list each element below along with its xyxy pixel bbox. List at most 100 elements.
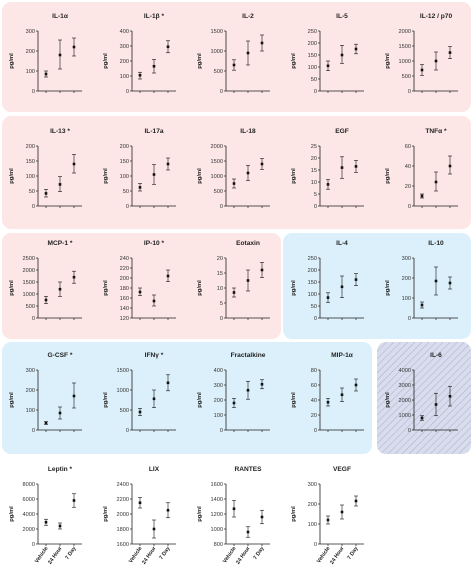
data-point — [354, 499, 358, 503]
panel-title: IL-4 — [336, 240, 348, 247]
data-point — [44, 298, 48, 302]
chart-panel: IL-4 pg/ml 0 50 100 150 200 250 — [291, 240, 364, 322]
y-axis-label: pg/ml — [291, 392, 297, 408]
y-tick-label: 140 — [120, 306, 129, 312]
data-point — [246, 530, 250, 534]
y-tick-label: 0 — [314, 428, 317, 434]
y-tick-label: 1800 — [117, 527, 129, 533]
chart-panel: IFNγ * pg/ml 0 500 1000 1500 — [103, 352, 176, 434]
data-point — [152, 64, 156, 68]
y-axis-label: pg/ml — [103, 168, 109, 184]
x-tick-label: 24 Hour — [141, 545, 158, 566]
chart-panel: TNFα * pg/ml 0 20 40 60 — [385, 128, 458, 210]
y-axis-label: pg/ml — [103, 53, 109, 69]
data-point — [58, 53, 62, 57]
data-point — [434, 59, 438, 63]
panel-title: IL-1α — [52, 13, 68, 20]
panel-title: IL-5 — [336, 13, 348, 20]
y-axis-label: pg/ml — [385, 280, 391, 296]
data-point — [260, 268, 264, 272]
data-point — [72, 275, 76, 279]
y-tick-label: 500 — [214, 189, 223, 195]
data-point — [44, 421, 48, 425]
y-axis-label: pg/ml — [385, 168, 391, 184]
y-axis-label: pg/ml — [385, 392, 391, 408]
y-tick-label: 500 — [214, 69, 223, 75]
data-point — [58, 411, 62, 415]
data-point — [260, 162, 264, 166]
y-axis-label: pg/ml — [291, 168, 297, 184]
panel-title: LIX — [149, 466, 160, 473]
y-tick-label: 2500 — [23, 256, 35, 262]
data-point — [232, 63, 236, 67]
data-point — [166, 274, 170, 278]
y-tick-label: 5 — [220, 301, 223, 307]
y-tick-label: 1200 — [211, 512, 223, 518]
y-tick-label: 1500 — [211, 29, 223, 35]
y-axis-label: pg/ml — [197, 392, 203, 408]
data-point — [166, 381, 170, 385]
y-tick-label: 50 — [311, 77, 317, 83]
y-tick-label: 2000 — [211, 144, 223, 150]
data-point — [44, 520, 48, 524]
chart-panel: MCP-1 * pg/ml 0 500 1000 1500 2000 2500 — [9, 240, 82, 322]
data-point — [152, 173, 156, 176]
data-point — [152, 299, 156, 303]
y-tick-label: 500 — [120, 408, 129, 414]
y-tick-label: 200 — [26, 144, 35, 150]
y-tick-label: 50 — [123, 189, 129, 195]
y-tick-label: 2400 — [117, 482, 129, 488]
x-tick-label: 24 Hour — [329, 545, 346, 566]
data-point — [58, 524, 62, 528]
data-point — [166, 508, 170, 512]
chart-panel: IL-2 pg/ml 0 500 1000 1500 — [197, 13, 270, 95]
data-point — [326, 296, 330, 299]
panel-title: IL-12 / p70 — [420, 13, 453, 20]
y-axis-label: pg/ml — [9, 506, 15, 522]
panel-title: TNFα * — [425, 128, 447, 135]
chart-panel: RANTESpg/ml8001000120014001600Vehicle24 … — [197, 466, 270, 566]
data-point — [420, 303, 424, 307]
data-point — [138, 501, 142, 505]
y-tick-label: 220 — [120, 266, 129, 272]
data-point — [340, 393, 344, 397]
y-tick-label: 0 — [32, 204, 35, 210]
data-point — [354, 383, 358, 387]
y-tick-label: 300 — [26, 368, 35, 374]
data-point — [138, 186, 142, 189]
y-tick-label: 200 — [120, 59, 129, 65]
data-point — [448, 164, 452, 168]
chart-panel: MIP-1α pg/ml 0 20 40 60 80 — [291, 352, 364, 434]
y-tick-label: 800 — [214, 542, 223, 548]
y-tick-label: 0 — [32, 89, 35, 95]
y-tick-label: 40 — [405, 164, 411, 170]
data-point — [448, 394, 452, 398]
panel-title: MCP-1 * — [48, 240, 73, 247]
chart-panel: IL-1β * pg/ml 0 100 200 300 400 — [103, 13, 176, 95]
y-tick-label: 0 — [220, 316, 223, 322]
y-axis-label: pg/ml — [103, 280, 109, 296]
chart-panel: IL-17a pg/ml 0 50 100 150 200 — [103, 128, 176, 210]
y-tick-label: 50 — [29, 189, 35, 195]
y-axis-label: pg/ml — [103, 392, 109, 408]
y-tick-label: 0 — [32, 316, 35, 322]
data-point — [434, 403, 438, 406]
panel-title: MIP-1α — [331, 352, 353, 359]
y-tick-label: 1400 — [211, 497, 223, 503]
y-tick-label: 1500 — [399, 44, 411, 50]
data-point — [340, 53, 344, 57]
data-point — [152, 397, 156, 401]
panel-title: IL-18 — [240, 128, 256, 135]
y-tick-label: 1600 — [211, 482, 223, 488]
data-point — [420, 194, 424, 198]
y-tick-label: 10 — [217, 286, 223, 292]
y-tick-label: 100 — [402, 296, 411, 302]
y-tick-label: 4000 — [399, 368, 411, 374]
x-tick-label: 7 Day — [252, 546, 265, 561]
x-tick-label: 24 Hour — [47, 545, 64, 566]
chart-panel: IL-18 pg/ml 0 500 1000 1500 2000 — [197, 128, 270, 210]
y-tick-label: 15 — [311, 168, 317, 174]
panel-title: IL-10 — [428, 240, 444, 247]
chart-panel: EGF pg/ml 0 5 10 15 20 25 — [291, 128, 364, 210]
